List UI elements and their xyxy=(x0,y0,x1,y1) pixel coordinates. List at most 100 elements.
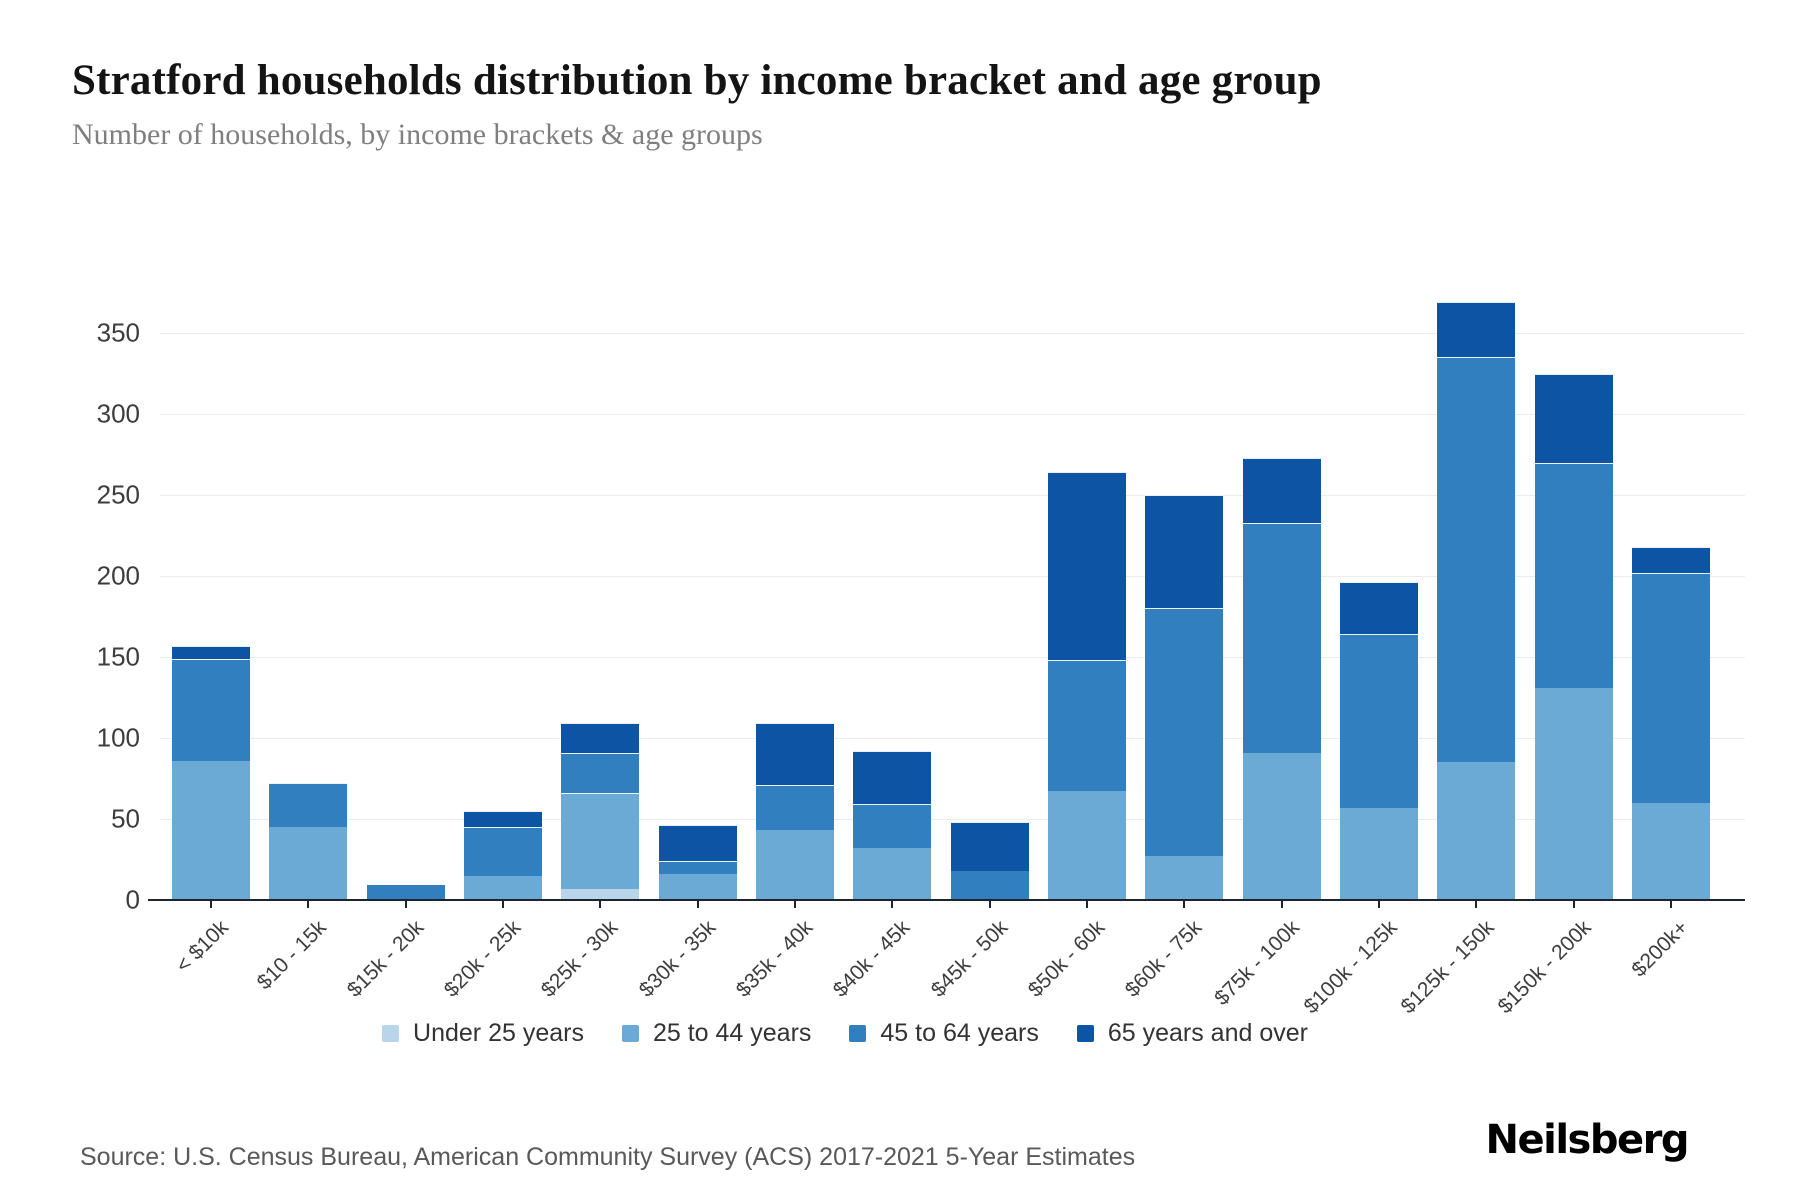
bar-segment xyxy=(269,827,348,900)
x-axis-label: $45k - 50k xyxy=(926,916,1012,1002)
bar-segment xyxy=(950,822,1029,871)
bar-segment xyxy=(658,874,737,900)
bar-segment xyxy=(950,870,1029,900)
chart-title: Stratford households distribution by inc… xyxy=(72,57,1322,104)
bar-segment xyxy=(1631,572,1710,803)
bar-segment xyxy=(561,793,640,889)
x-axis-tick xyxy=(1475,901,1478,908)
y-axis-tick-label: 200 xyxy=(96,560,140,591)
bar-segment xyxy=(1631,546,1710,573)
x-axis-label: $100k - 125k xyxy=(1299,916,1402,1019)
gridline xyxy=(160,495,1745,496)
legend-swatch xyxy=(382,1024,400,1042)
bar-segment xyxy=(1339,582,1418,635)
y-axis-tick-label: 250 xyxy=(96,479,140,510)
x-axis-tick xyxy=(891,901,894,908)
x-axis-tick xyxy=(1085,901,1088,908)
legend-swatch xyxy=(849,1024,867,1042)
bar-segment xyxy=(1047,660,1126,792)
bar-segment xyxy=(269,783,348,828)
chart-subtitle: Number of households, by income brackets… xyxy=(72,118,763,151)
x-axis-label: $20k - 25k xyxy=(439,916,526,1002)
legend-item: Under 25 years xyxy=(382,1019,584,1048)
bar-segment xyxy=(1437,762,1516,900)
source-attribution: Source: U.S. Census Bureau, American Com… xyxy=(80,1143,1136,1171)
x-axis-tick xyxy=(404,901,407,908)
bar-segment xyxy=(1534,462,1613,688)
x-axis-tick xyxy=(1669,901,1672,908)
bar-segment xyxy=(1339,634,1418,808)
x-axis-tick xyxy=(307,901,310,908)
legend-item: 65 years and over xyxy=(1076,1018,1308,1048)
legend-label: 25 to 44 years xyxy=(652,1018,812,1047)
bar-segment xyxy=(172,645,250,659)
x-axis-label: < $10k xyxy=(171,916,234,978)
bar-segment xyxy=(1631,802,1710,900)
x-axis-tick xyxy=(793,901,796,908)
legend-swatch xyxy=(621,1024,639,1042)
bar-segment xyxy=(1145,856,1224,900)
legend-label: 45 to 64 years xyxy=(880,1018,1039,1047)
bar-segment xyxy=(853,848,932,900)
bar-segment xyxy=(755,723,834,785)
x-axis-tick xyxy=(696,901,699,908)
bar-segment xyxy=(1437,357,1516,763)
bar-segment xyxy=(561,888,640,900)
y-axis-tick-label: 300 xyxy=(96,398,140,429)
x-axis-tick xyxy=(210,901,212,908)
x-axis-label: $125k - 150k xyxy=(1396,916,1499,1019)
x-axis-label: $35k - 40k xyxy=(731,916,818,1002)
y-axis-tick-label: 350 xyxy=(96,317,140,348)
gridline xyxy=(160,576,1745,577)
bar-segment xyxy=(755,830,834,900)
x-axis-label: $50k - 60k xyxy=(1023,916,1110,1002)
bar-segment xyxy=(1242,522,1321,753)
legend-label: Under 25 years xyxy=(413,1018,584,1047)
bar-segment xyxy=(1047,791,1126,900)
x-axis-label: $200k+ xyxy=(1627,916,1694,982)
bar-segment xyxy=(172,760,250,900)
legend-label: 65 years and over xyxy=(1107,1018,1308,1047)
x-axis-label: $60k - 75k xyxy=(1120,916,1207,1002)
bar-segment xyxy=(366,885,445,900)
bar-segment xyxy=(755,784,834,831)
bar-segment xyxy=(172,658,250,761)
x-axis-tick xyxy=(599,901,602,908)
bar-segment xyxy=(1145,495,1224,609)
x-axis-label: $75k - 100k xyxy=(1210,916,1304,1010)
legend-item: 25 to 44 years xyxy=(621,1018,812,1048)
bar-segment xyxy=(1047,472,1126,661)
bar-segment xyxy=(1145,608,1224,857)
bar-segment xyxy=(463,875,542,900)
bar-segment xyxy=(463,810,542,828)
bar-segment xyxy=(561,752,640,794)
x-axis-tick xyxy=(1280,901,1283,908)
bar-segment xyxy=(1534,687,1613,900)
legend: Under 25 years 25 to 44 years 45 to 64 yea… xyxy=(0,1016,1690,1050)
bar-segment xyxy=(463,827,542,876)
y-axis-tick-label: 100 xyxy=(96,722,140,753)
x-axis-label: $25k - 30k xyxy=(536,916,623,1002)
gridline xyxy=(160,738,1745,739)
bar-segment xyxy=(1534,373,1613,463)
x-axis-label: $10 - 15k xyxy=(252,916,331,995)
bar-segment xyxy=(853,750,932,805)
x-axis-label: $15k - 20k xyxy=(342,916,428,1002)
gridline xyxy=(160,414,1745,415)
y-axis-tick-label: 150 xyxy=(96,641,140,672)
y-axis-tick-label: 0 xyxy=(125,884,140,915)
bar-segment xyxy=(658,825,737,862)
bar-segment xyxy=(1437,302,1516,358)
gridline xyxy=(160,657,1745,658)
x-axis-label: $30k - 35k xyxy=(634,916,720,1002)
brand-logo: Neilsberg xyxy=(1485,1117,1690,1163)
bar-segment xyxy=(1242,457,1321,523)
legend-item: 45 to 64 years xyxy=(849,1018,1039,1048)
x-axis-tick xyxy=(1572,901,1575,908)
x-axis-tick xyxy=(1377,901,1380,908)
x-axis-tick xyxy=(988,901,991,908)
gridline xyxy=(160,333,1745,334)
bar-segment xyxy=(1339,807,1418,900)
x-axis-tick xyxy=(501,901,504,908)
